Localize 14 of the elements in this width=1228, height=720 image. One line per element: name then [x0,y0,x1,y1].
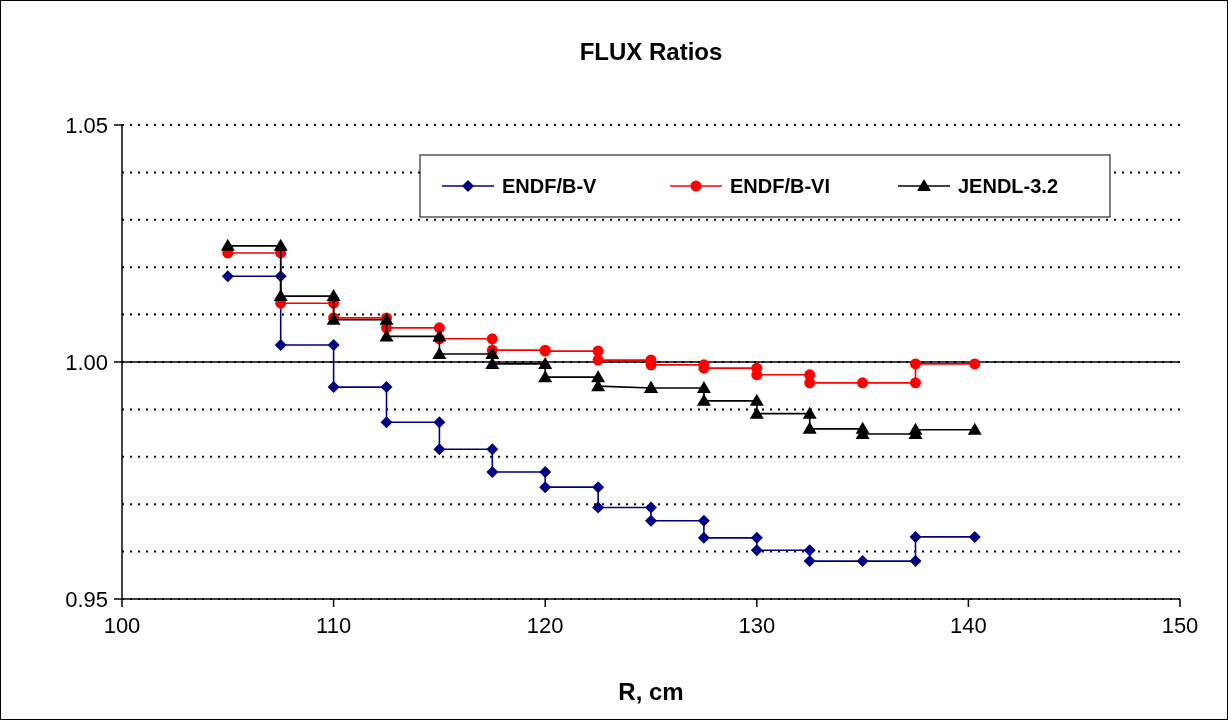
y-tick-label: 1.00 [65,349,108,375]
chart-title: FLUX Ratios [579,38,723,65]
legend-label: JENDL-3.2 [958,175,1059,197]
x-tick-label: 100 [103,613,141,638]
x-tick-label: 150 [1161,613,1199,638]
legend-label: ENDF/B-VI [730,175,830,197]
x-tick-label: 140 [950,613,987,638]
x-tick-label: 120 [526,613,564,638]
x-tick-label: 110 [316,613,352,638]
x-tick-label: 130 [738,613,776,638]
x-axis-title: R, cm [618,678,684,705]
legend-label: ENDF/B-V [502,175,598,197]
y-tick-label: 0.95 [65,586,108,612]
y-tick-label: 1.05 [65,112,108,138]
